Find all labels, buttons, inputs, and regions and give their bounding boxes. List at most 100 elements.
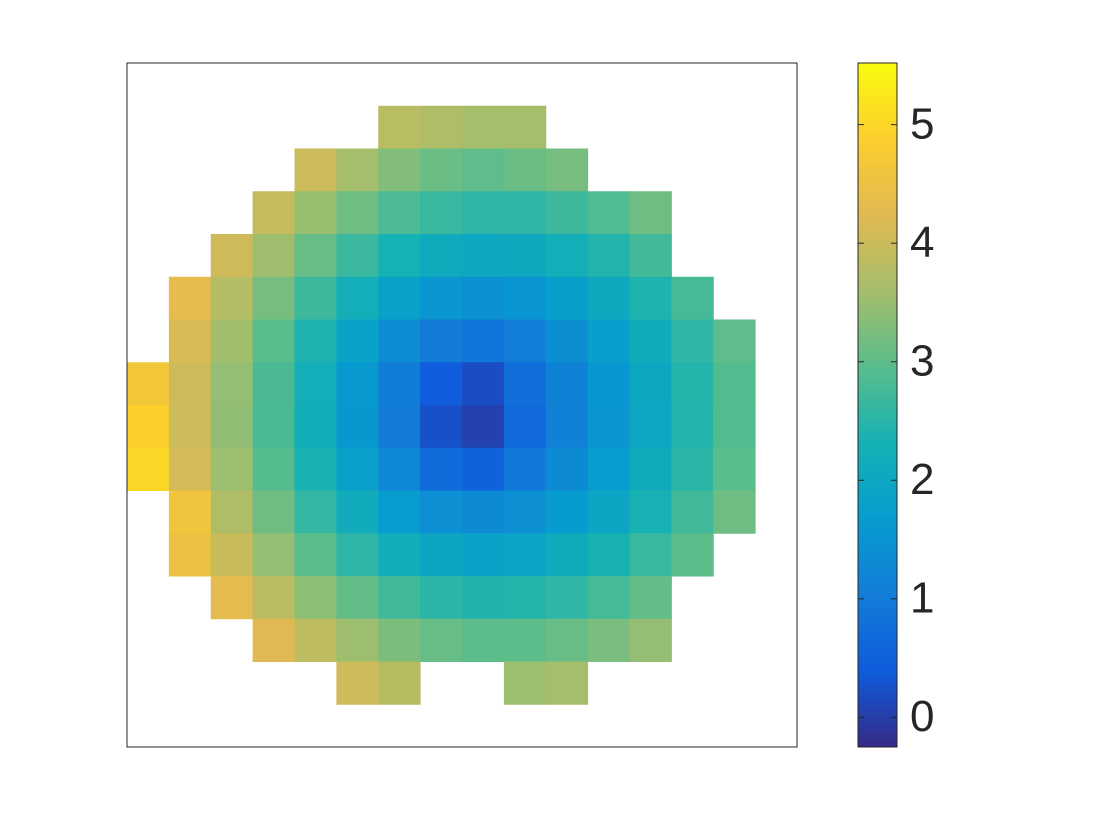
cell	[420, 533, 463, 577]
cell	[503, 661, 547, 705]
cell	[336, 447, 379, 491]
cell	[629, 362, 672, 406]
cell	[462, 276, 505, 320]
cell	[336, 576, 379, 620]
cell	[503, 405, 547, 449]
cell	[503, 447, 547, 491]
cell	[420, 105, 463, 149]
cell	[713, 490, 756, 534]
cell	[629, 234, 672, 278]
cell	[587, 576, 630, 620]
cell	[168, 405, 212, 449]
cell	[545, 362, 589, 406]
cell	[252, 276, 295, 320]
cell	[629, 576, 672, 620]
cell	[378, 490, 421, 534]
cell	[252, 362, 295, 406]
cell	[587, 234, 630, 278]
cell	[168, 319, 212, 363]
cell	[629, 319, 672, 363]
cell	[420, 319, 463, 363]
cell	[462, 148, 505, 192]
cell	[294, 148, 337, 192]
cell	[545, 490, 589, 534]
cell	[294, 319, 337, 363]
cell	[252, 576, 295, 620]
cell	[713, 319, 756, 363]
cell	[210, 234, 254, 278]
cell	[210, 319, 254, 363]
cell	[336, 490, 379, 534]
cell	[210, 490, 254, 534]
cell	[629, 405, 672, 449]
cell	[127, 405, 170, 449]
cell	[378, 362, 421, 406]
cell	[336, 276, 379, 320]
cell	[462, 447, 505, 491]
cell	[462, 319, 505, 363]
cell	[671, 319, 714, 363]
cell	[671, 276, 714, 320]
colorbar-tick-label: 4	[910, 218, 934, 267]
cell	[252, 405, 295, 449]
cell	[336, 618, 379, 662]
cell	[587, 319, 630, 363]
cell	[378, 105, 421, 149]
cell	[168, 362, 212, 406]
cell	[462, 234, 505, 278]
cell	[545, 405, 589, 449]
cell	[587, 362, 630, 406]
cell	[378, 618, 421, 662]
cell	[378, 661, 421, 705]
cell	[545, 661, 589, 705]
colorbar-tick-label: 0	[910, 692, 934, 741]
cell	[462, 405, 505, 449]
cell	[420, 447, 463, 491]
cell	[545, 447, 589, 491]
cell	[294, 576, 337, 620]
cell	[420, 576, 463, 620]
cell	[503, 490, 547, 534]
cell	[294, 490, 337, 534]
cell	[503, 105, 547, 149]
cell	[127, 447, 170, 491]
cell	[545, 533, 589, 577]
cell	[545, 148, 589, 192]
cell	[503, 618, 547, 662]
cell	[336, 661, 379, 705]
cell	[545, 319, 589, 363]
cell	[336, 533, 379, 577]
cell	[587, 276, 630, 320]
cell	[503, 576, 547, 620]
cell	[378, 234, 421, 278]
cell	[168, 533, 212, 577]
cell	[629, 618, 672, 662]
colorbar-tick-label: 5	[910, 99, 934, 148]
cell	[587, 191, 630, 235]
cell	[294, 618, 337, 662]
cell	[210, 576, 254, 620]
cell	[336, 405, 379, 449]
cell	[545, 191, 589, 235]
cell	[127, 362, 170, 406]
cell	[503, 319, 547, 363]
colorbar	[857, 62, 898, 748]
cell	[629, 490, 672, 534]
cell	[420, 148, 463, 192]
colorbar-tick-label: 2	[910, 455, 934, 504]
cell	[210, 276, 254, 320]
cell	[420, 362, 463, 406]
cell	[629, 447, 672, 491]
cell	[336, 319, 379, 363]
cell	[671, 447, 714, 491]
heatmap	[127, 105, 756, 705]
cell	[336, 191, 379, 235]
cell	[587, 405, 630, 449]
cell	[587, 447, 630, 491]
cell	[420, 618, 463, 662]
colorbar-tick-label: 1	[910, 573, 934, 622]
cell	[420, 191, 463, 235]
colorbar-tick-label: 3	[910, 336, 934, 385]
cell	[378, 447, 421, 491]
